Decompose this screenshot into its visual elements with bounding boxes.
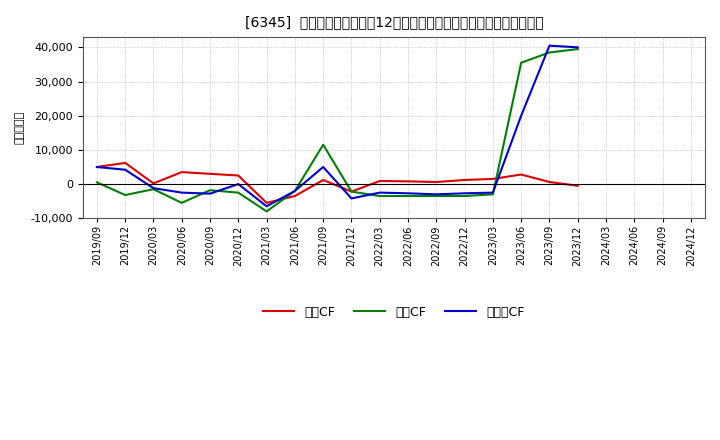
フリーCF (149, 186, 158, 191)
投資CF (517, 60, 526, 66)
投資CF (489, 192, 498, 197)
フリーCF (545, 43, 554, 48)
フリーCF (319, 165, 328, 170)
投資CF (319, 142, 328, 147)
営業CF (93, 165, 102, 170)
営業CF (432, 180, 441, 185)
Line: 投資CF: 投資CF (97, 49, 577, 211)
営業CF (149, 181, 158, 186)
投資CF (404, 194, 413, 199)
フリーCF (121, 167, 130, 172)
フリーCF (206, 191, 215, 196)
投資CF (121, 192, 130, 198)
営業CF (573, 183, 582, 188)
フリーCF (404, 191, 413, 196)
投資CF (234, 190, 243, 195)
投資CF (206, 187, 215, 193)
営業CF (262, 200, 271, 205)
Y-axis label: （百万円）: （百万円） (15, 111, 25, 144)
Title: [6345]  キャッシュフローの12か月移動合計の対前年同期増減額の推移: [6345] キャッシュフローの12か月移動合計の対前年同期増減額の推移 (245, 15, 543, 29)
営業CF (545, 180, 554, 185)
投資CF (347, 189, 356, 194)
投資CF (375, 194, 384, 199)
投資CF (291, 188, 300, 194)
投資CF (93, 180, 102, 185)
営業CF (234, 173, 243, 178)
営業CF (460, 177, 469, 183)
Line: 営業CF: 営業CF (97, 163, 577, 203)
フリーCF (432, 192, 441, 197)
Legend: 営業CF, 投資CF, フリーCF: 営業CF, 投資CF, フリーCF (258, 301, 530, 323)
フリーCF (262, 204, 271, 209)
営業CF (375, 178, 384, 183)
フリーCF (347, 196, 356, 201)
Line: フリーCF: フリーCF (97, 46, 577, 206)
投資CF (149, 187, 158, 192)
営業CF (291, 194, 300, 199)
フリーCF (291, 188, 300, 194)
営業CF (177, 169, 186, 175)
営業CF (517, 172, 526, 177)
フリーCF (460, 191, 469, 196)
投資CF (545, 50, 554, 55)
投資CF (177, 200, 186, 205)
営業CF (121, 160, 130, 165)
投資CF (573, 47, 582, 52)
営業CF (206, 171, 215, 176)
フリーCF (375, 190, 384, 195)
フリーCF (573, 45, 582, 50)
営業CF (404, 179, 413, 184)
フリーCF (234, 181, 243, 187)
投資CF (460, 194, 469, 199)
フリーCF (517, 113, 526, 118)
営業CF (489, 176, 498, 182)
投資CF (262, 209, 271, 214)
フリーCF (93, 165, 102, 170)
フリーCF (489, 190, 498, 195)
営業CF (347, 189, 356, 194)
フリーCF (177, 190, 186, 195)
投資CF (432, 194, 441, 199)
営業CF (319, 177, 328, 183)
